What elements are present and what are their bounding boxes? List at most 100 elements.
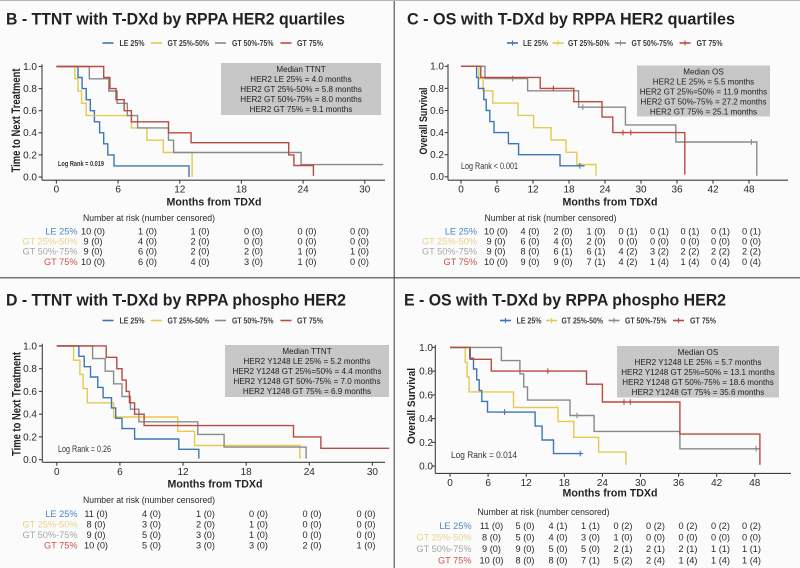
svg-text:GT 25%-50%: GT 25%-50% — [422, 237, 477, 247]
svg-text:0.8: 0.8 — [419, 367, 433, 378]
svg-text:HER2 GT 50%-75% = 27.2 months: HER2 GT 50%-75% = 27.2 months — [640, 98, 766, 107]
svg-text:0 (0): 0 (0) — [619, 237, 638, 247]
svg-text:0.8: 0.8 — [23, 364, 37, 375]
svg-text:2 (2): 2 (2) — [742, 247, 761, 257]
svg-text:Months from TDXd: Months from TDXd — [563, 196, 658, 208]
svg-text:9 (0): 9 (0) — [87, 530, 106, 540]
svg-text:1 (0): 1 (0) — [357, 541, 376, 551]
svg-text:LE 25%: LE 25% — [120, 317, 145, 326]
svg-text:1 (4): 1 (4) — [742, 556, 761, 566]
svg-text:10 (0): 10 (0) — [479, 556, 503, 566]
svg-text:Log Rank = 0.019: Log Rank = 0.019 — [58, 161, 104, 168]
svg-text:HER2 Y1248 GT 75% = 6.9 months: HER2 Y1248 GT 75% = 6.9 months — [243, 387, 371, 396]
svg-text:1 (0): 1 (0) — [587, 226, 606, 236]
svg-text:5 (0): 5 (0) — [142, 541, 161, 551]
svg-text:0 (0): 0 (0) — [357, 530, 376, 540]
svg-text:HER2 Y1248 GT 50%-75% = 7.0 mo: HER2 Y1248 GT 50%-75% = 7.0 months — [233, 377, 380, 386]
svg-text:3 (0): 3 (0) — [581, 532, 600, 542]
svg-text:HER2 Y1248 GT 25%=50% = 4.4 mo: HER2 Y1248 GT 25%=50% = 4.4 months — [232, 367, 381, 376]
svg-text:2 (0): 2 (0) — [191, 247, 210, 257]
svg-text:0 (0): 0 (0) — [679, 532, 698, 542]
svg-text:0 (0): 0 (0) — [646, 532, 665, 542]
svg-text:0 (0): 0 (0) — [303, 530, 322, 540]
svg-text:1 (4): 1 (4) — [711, 556, 730, 566]
svg-text:6: 6 — [117, 467, 123, 478]
svg-text:2 (1): 2 (1) — [679, 544, 698, 554]
svg-text:0: 0 — [54, 467, 60, 478]
svg-text:3 (0): 3 (0) — [249, 541, 268, 551]
svg-text:0.0: 0.0 — [23, 455, 37, 466]
svg-text:2 (1): 2 (1) — [614, 544, 633, 554]
svg-text:Median OS: Median OS — [678, 348, 719, 357]
svg-text:9 (0): 9 (0) — [487, 247, 506, 257]
svg-text:Log Rank = 0.26: Log Rank = 0.26 — [58, 444, 111, 454]
svg-text:GT 75%: GT 75% — [44, 257, 78, 267]
svg-text:2 (4): 2 (4) — [646, 556, 665, 566]
svg-text:0.6: 0.6 — [430, 106, 444, 117]
svg-text:LE 25%: LE 25% — [523, 39, 548, 48]
svg-text:Number at risk (number censore: Number at risk (number censored) — [83, 495, 215, 505]
svg-text:2 (0): 2 (0) — [587, 237, 606, 247]
svg-text:LE 25%: LE 25% — [45, 226, 77, 236]
svg-text:0 (2): 0 (2) — [742, 521, 761, 531]
svg-text:E - OS with T-DXd by RPPA phos: E - OS with T-DXd by RPPA phospho HER2 — [404, 291, 726, 310]
svg-text:2 (1): 2 (1) — [646, 544, 665, 554]
svg-text:HER2 GT 25%-50% = 5.8 months: HER2 GT 25%-50% = 5.8 months — [240, 85, 362, 94]
svg-text:6: 6 — [485, 478, 491, 489]
svg-text:0: 0 — [458, 185, 464, 196]
svg-text:2 (0): 2 (0) — [196, 520, 215, 530]
svg-text:10 (0): 10 (0) — [484, 257, 508, 267]
svg-text:GT 75%: GT 75% — [297, 317, 323, 326]
svg-text:HER2 GT 75% = 9.1 months: HER2 GT 75% = 9.1 months — [250, 105, 353, 114]
svg-text:LE 25%: LE 25% — [120, 39, 145, 48]
svg-text:0 (0): 0 (0) — [244, 237, 263, 247]
svg-text:0 (0): 0 (0) — [350, 226, 369, 236]
svg-text:GT 50%-75%: GT 50%-75% — [625, 317, 667, 326]
svg-text:GT 75%: GT 75% — [443, 257, 477, 267]
svg-text:1 (1): 1 (1) — [742, 544, 761, 554]
svg-text:1 (0): 1 (0) — [298, 257, 317, 267]
svg-text:18: 18 — [241, 467, 253, 478]
svg-text:Median TTNT: Median TTNT — [282, 347, 331, 356]
svg-text:HER2 Y1248 GT 25%=50% = 13.1 m: HER2 Y1248 GT 25%=50% = 13.1 months — [621, 368, 775, 377]
svg-text:0.8: 0.8 — [430, 84, 444, 95]
svg-text:2 (0): 2 (0) — [191, 237, 210, 247]
svg-text:0 (0): 0 (0) — [357, 509, 376, 519]
svg-text:10 (0): 10 (0) — [81, 226, 105, 236]
svg-text:8 (0): 8 (0) — [521, 247, 540, 257]
svg-text:2 (0): 2 (0) — [244, 247, 263, 257]
svg-text:9 (0): 9 (0) — [482, 544, 501, 554]
svg-text:9 (0): 9 (0) — [554, 257, 573, 267]
svg-text:Log Rank = 0.014: Log Rank = 0.014 — [451, 450, 517, 460]
svg-text:0 (0): 0 (0) — [742, 532, 761, 542]
svg-text:GT 50%-75%: GT 50%-75% — [632, 39, 674, 48]
svg-text:GT 25%-50%: GT 25%-50% — [168, 317, 210, 326]
svg-text:0 (1): 0 (1) — [681, 226, 700, 236]
svg-text:12: 12 — [174, 185, 186, 196]
svg-text:3 (2): 3 (2) — [650, 247, 669, 257]
svg-text:GT 25%-50%: GT 25%-50% — [23, 520, 78, 530]
svg-text:GT 25%-50%: GT 25%-50% — [568, 39, 610, 48]
svg-text:2 (2): 2 (2) — [711, 247, 730, 257]
svg-text:0 (2): 0 (2) — [711, 521, 730, 531]
svg-text:0 (1): 0 (1) — [619, 226, 638, 236]
svg-text:6: 6 — [115, 185, 121, 196]
svg-text:3 (0): 3 (0) — [196, 541, 215, 551]
svg-text:0.0: 0.0 — [23, 172, 37, 183]
svg-text:36: 36 — [671, 185, 683, 196]
svg-text:GT 25%-50%: GT 25%-50% — [562, 317, 604, 326]
svg-text:0 (0): 0 (0) — [298, 226, 317, 236]
svg-text:30: 30 — [359, 185, 371, 196]
svg-text:1 (0): 1 (0) — [138, 226, 157, 236]
svg-text:5 (0): 5 (0) — [516, 521, 535, 531]
svg-text:0.2: 0.2 — [23, 150, 37, 161]
svg-text:0.4: 0.4 — [23, 410, 37, 421]
svg-text:HER2 LE 25% = 5.5 months: HER2 LE 25% = 5.5 months — [653, 78, 754, 87]
svg-text:4 (0): 4 (0) — [138, 237, 157, 247]
svg-text:24: 24 — [298, 185, 310, 196]
svg-text:GT 50%-75%: GT 50%-75% — [422, 247, 477, 257]
svg-text:GT 75%: GT 75% — [44, 541, 78, 551]
svg-text:GT 50%-75%: GT 50%-75% — [23, 247, 78, 257]
svg-text:3 (0): 3 (0) — [142, 520, 161, 530]
svg-text:0 (2): 0 (2) — [679, 521, 698, 531]
